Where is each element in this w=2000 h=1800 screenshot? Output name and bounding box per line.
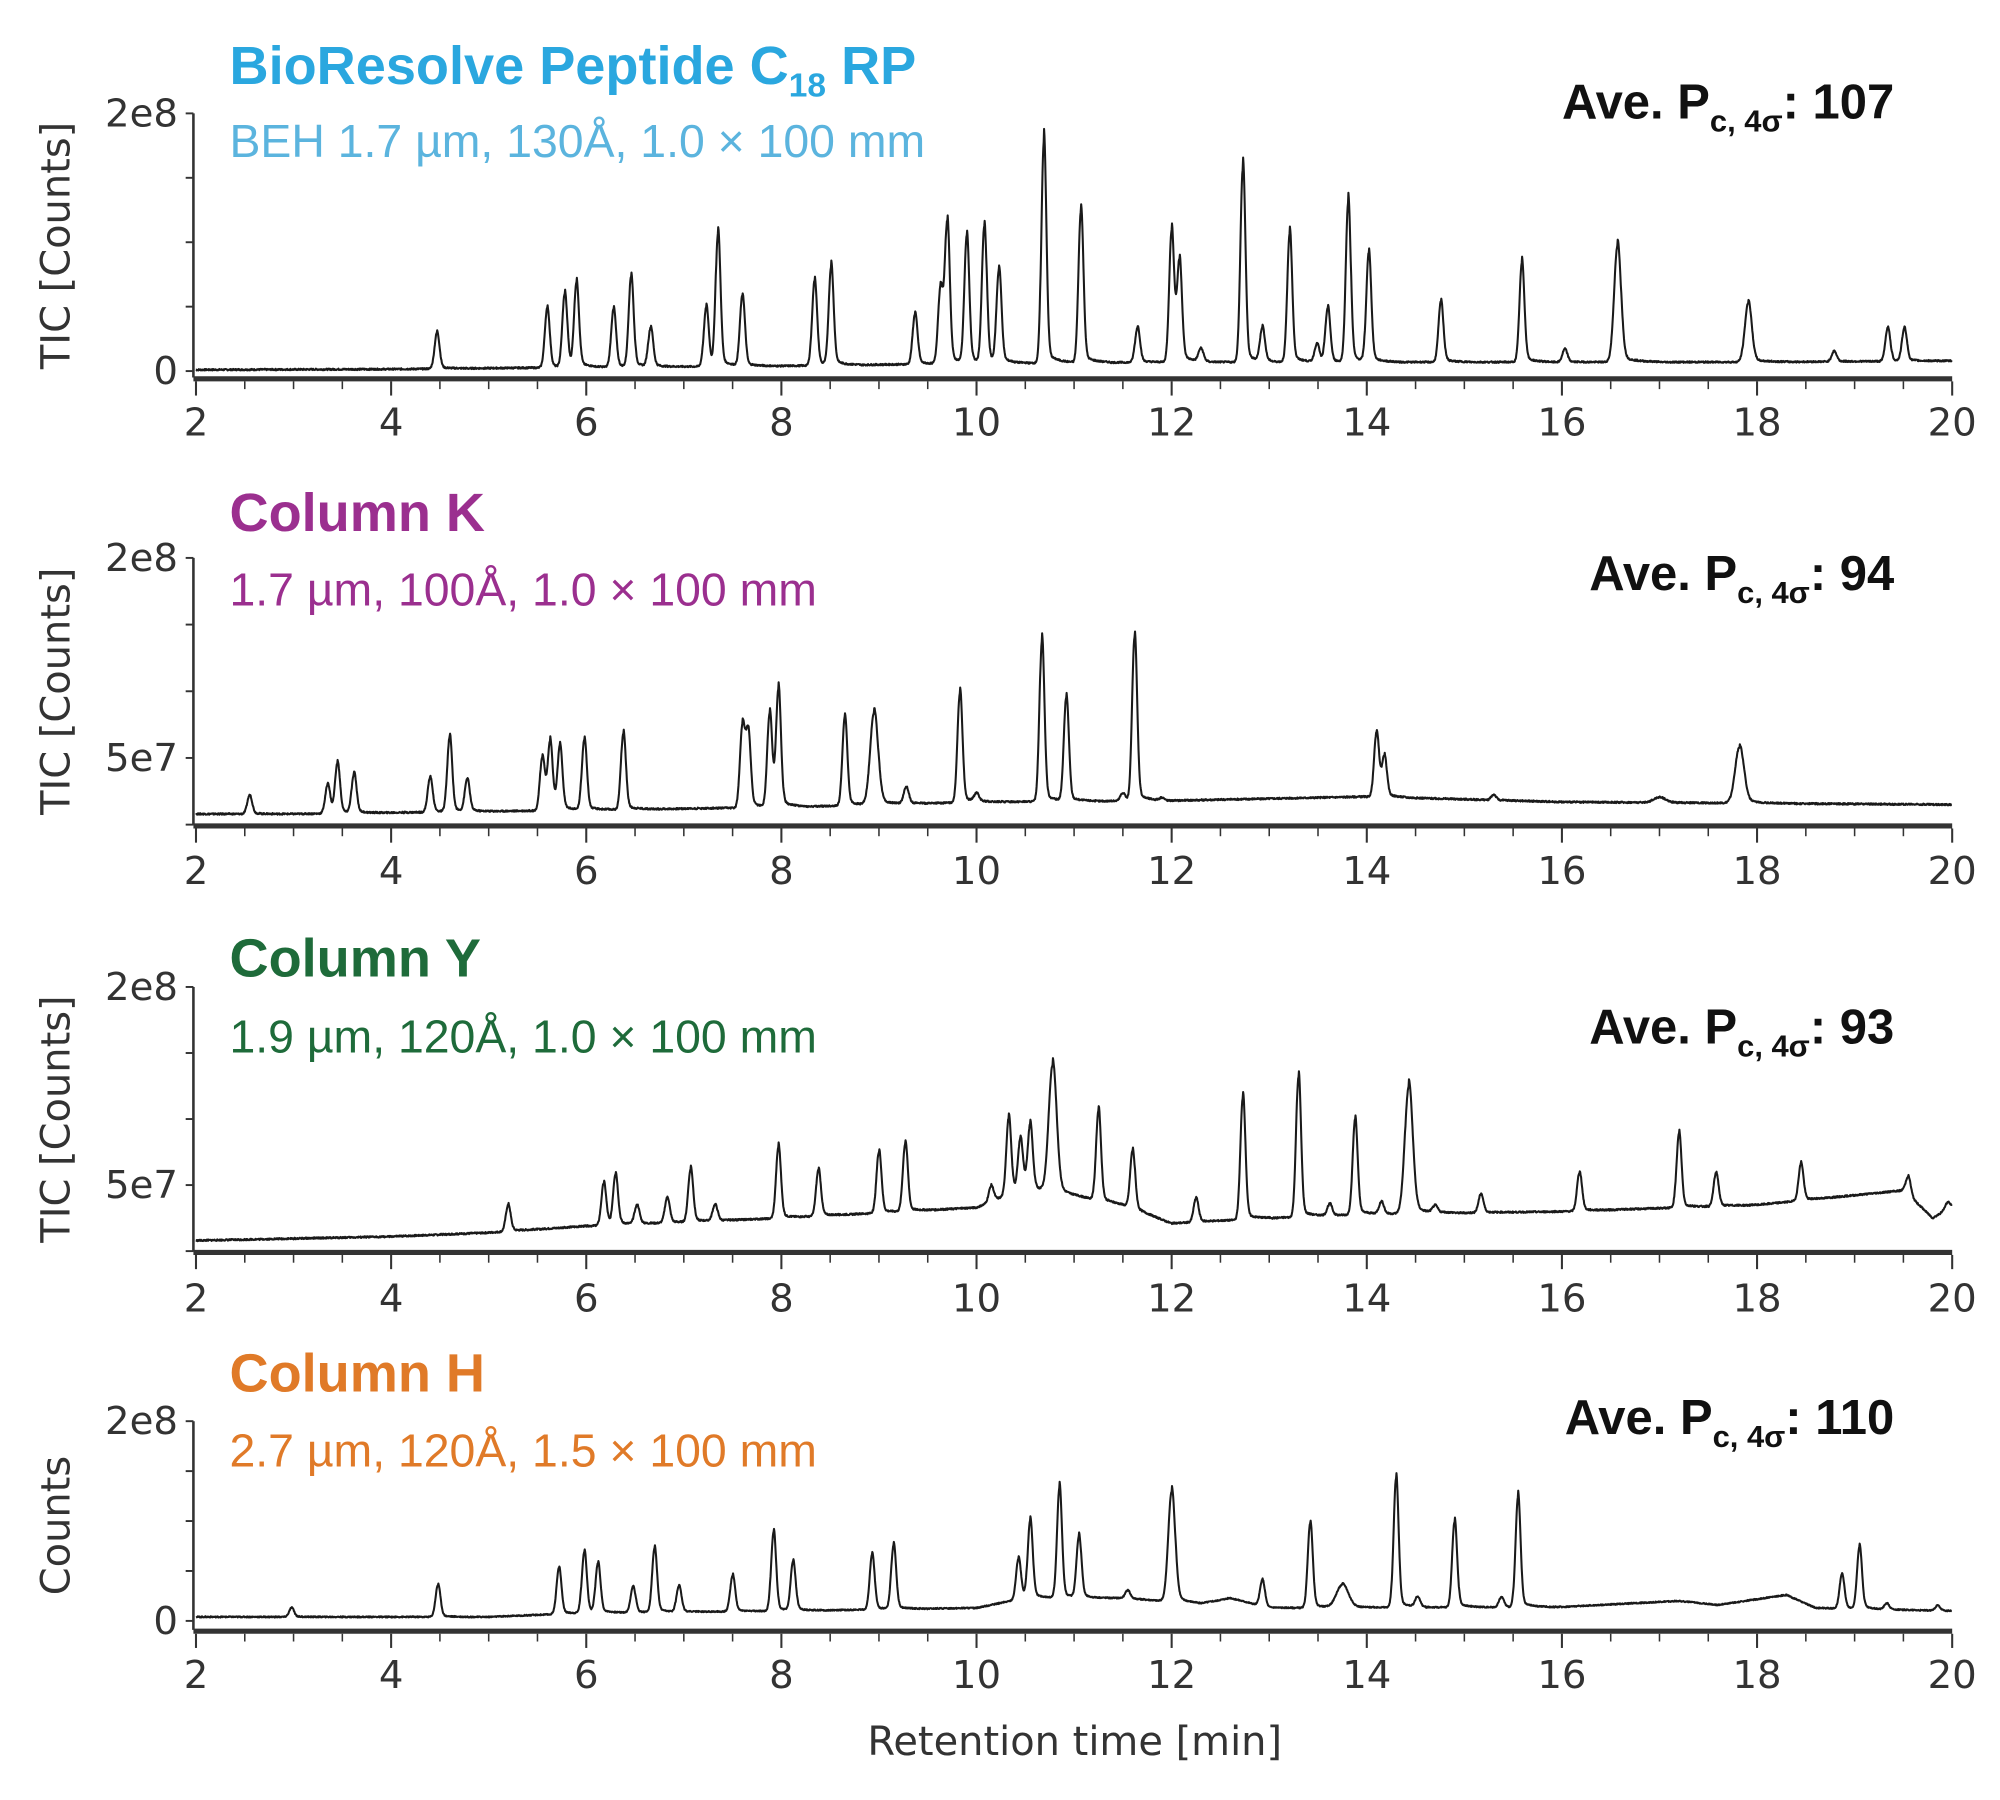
pc-subscript: c, 4σ (1713, 1419, 1786, 1454)
pc-value: : 93 (1810, 1001, 1894, 1055)
pc-prefix: Ave. P (1565, 1391, 1713, 1445)
x-tick-label: 14 (1342, 401, 1391, 446)
tic-trace (195, 127, 1953, 372)
pc-subscript: c, 4σ (1737, 1029, 1810, 1064)
pc-prefix: Ave. P (1589, 547, 1737, 601)
peak-capacity-label: Ave. Pc, 4σ: 94 (1589, 547, 1894, 610)
x-tick-label: 16 (1537, 849, 1586, 894)
x-tick-label: 2 (184, 849, 209, 894)
panel-title: BioResolve Peptide C18 RP (229, 36, 916, 105)
x-tick-label: 4 (379, 1277, 404, 1322)
y-tick-label: 2e8 (105, 965, 178, 1010)
panel-title: Column K (229, 483, 484, 543)
x-tick-label: 2 (184, 401, 209, 446)
x-tick-label: 14 (1342, 1653, 1391, 1698)
panel-title-main: Column Y (229, 929, 481, 989)
x-tick-label: 20 (1928, 1277, 1977, 1322)
x-tick-label: 10 (952, 401, 1001, 446)
x-tick-label: 20 (1928, 401, 1977, 446)
x-axis-title: Retention time [min] (867, 1719, 1282, 1765)
x-tick-label: 20 (1928, 849, 1977, 894)
pc-subscript: c, 4σ (1737, 575, 1810, 610)
x-tick-label: 4 (379, 849, 404, 894)
x-tick-label: 20 (1928, 1653, 1977, 1698)
y-tick-label: 5e7 (105, 1163, 178, 1208)
x-tick-label: 18 (1732, 401, 1781, 446)
y-axis-label: TIC [Counts] (34, 122, 80, 370)
panel-title: Column Y (229, 929, 481, 989)
tic-trace (195, 1057, 1953, 1243)
pc-value: : 94 (1810, 547, 1894, 601)
panel-title-main: Column K (229, 483, 484, 543)
x-tick-label: 4 (379, 1653, 404, 1698)
peak-capacity-label: Ave. Pc, 4σ: 107 (1562, 76, 1894, 139)
x-tick-label: 8 (769, 1653, 794, 1698)
x-tick-label: 8 (769, 849, 794, 894)
peak-capacity-label: Ave. Pc, 4σ: 93 (1589, 1001, 1894, 1064)
x-tick-label: 6 (574, 1653, 599, 1698)
x-tick-label: 16 (1537, 1277, 1586, 1322)
x-tick-label: 10 (952, 1653, 1001, 1698)
pc-prefix: Ave. P (1589, 1001, 1737, 1055)
panel-subtitle: BEH 1.7 µm, 130Å, 1.0 × 100 mm (229, 115, 925, 167)
x-tick-label: 16 (1537, 1653, 1586, 1698)
x-tick-label: 12 (1147, 1277, 1196, 1322)
panel-title-main: Column H (229, 1344, 484, 1404)
pc-value: : 110 (1785, 1391, 1894, 1445)
tic-trace (195, 630, 1953, 816)
x-tick-label: 10 (952, 1277, 1001, 1322)
x-tick-label: 12 (1147, 1653, 1196, 1698)
tic-trace (195, 1472, 1953, 1619)
panel-title-end: RP (826, 36, 916, 96)
x-tick-label: 10 (952, 849, 1001, 894)
x-tick-label: 12 (1147, 401, 1196, 446)
x-tick-label: 14 (1342, 849, 1391, 894)
y-axis-label: TIC [Counts] (34, 568, 80, 816)
peak-capacity-label: Ave. Pc, 4σ: 110 (1565, 1391, 1894, 1454)
pc-subscript: c, 4σ (1710, 103, 1783, 138)
y-tick-label: 2e8 (105, 536, 178, 581)
x-tick-label: 4 (379, 401, 404, 446)
x-tick-label: 2 (184, 1277, 209, 1322)
x-tick-label: 12 (1147, 849, 1196, 894)
y-tick-label: 0 (153, 1599, 178, 1644)
x-tick-label: 14 (1342, 1277, 1391, 1322)
y-tick-label: 0 (153, 349, 178, 394)
x-tick-label: 8 (769, 1277, 794, 1322)
panel-subtitle: 2.7 µm, 120Å, 1.5 × 100 mm (229, 1424, 816, 1476)
y-tick-label: 5e7 (105, 736, 178, 781)
x-tick-label: 18 (1732, 1653, 1781, 1698)
x-tick-label: 6 (574, 401, 599, 446)
panel-title-subscript: 18 (789, 68, 826, 105)
x-tick-label: 16 (1537, 401, 1586, 446)
pc-prefix: Ave. P (1562, 76, 1710, 130)
x-tick-label: 18 (1732, 1277, 1781, 1322)
chart-panel-4: Column H 2.7 µm, 120Å, 1.5 × 100 mm Ave. P… (34, 1344, 1977, 1698)
y-tick-label: 2e8 (105, 1399, 178, 1444)
x-tick-label: 6 (574, 1277, 599, 1322)
x-tick-label: 18 (1732, 849, 1781, 894)
y-tick-label: 2e8 (105, 91, 178, 136)
panel-title: Column H (229, 1344, 484, 1404)
chart-panel-2: Column K 1.7 µm, 100Å, 1.0 × 100 mm Ave. P… (34, 483, 1977, 894)
panel-title-main: BioResolve Peptide C (229, 36, 788, 96)
pc-value: : 107 (1783, 76, 1895, 130)
y-axis-label: Counts (34, 1456, 80, 1595)
y-axis-label: TIC [Counts] (34, 995, 80, 1243)
x-tick-label: 8 (769, 401, 794, 446)
x-tick-label: 6 (574, 849, 599, 894)
panel-subtitle: 1.9 µm, 120Å, 1.0 × 100 mm (229, 1011, 816, 1063)
chart-panel-3: Column Y 1.9 µm, 120Å, 1.0 × 100 mm Ave. P… (34, 929, 1977, 1322)
x-tick-label: 2 (184, 1653, 209, 1698)
panel-subtitle: 1.7 µm, 100Å, 1.0 × 100 mm (229, 564, 816, 616)
